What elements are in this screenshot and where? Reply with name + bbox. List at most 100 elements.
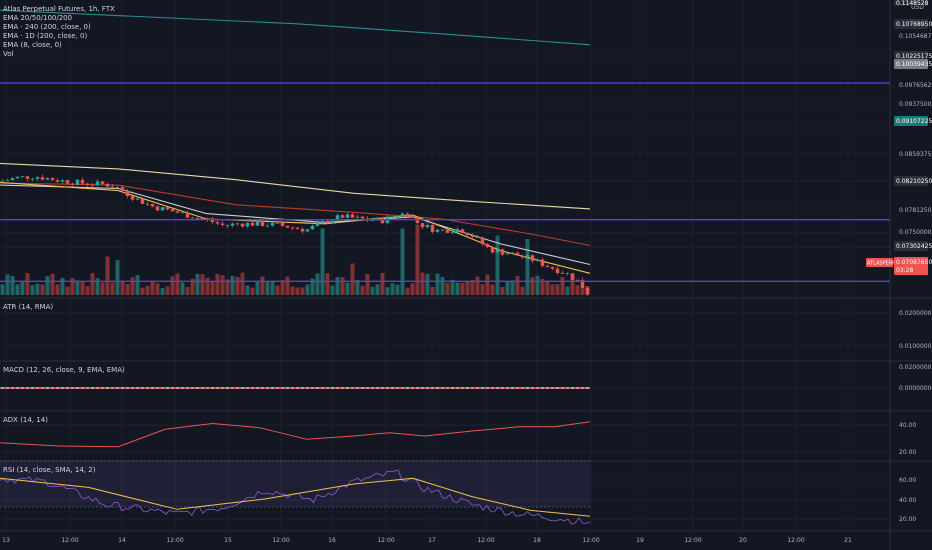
candle-body bbox=[230, 223, 235, 226]
candle-body bbox=[410, 217, 415, 218]
volume-bar bbox=[220, 275, 225, 295]
volume-bar bbox=[85, 285, 90, 295]
study-ema-8[interactable]: EMA (8, close, 0) bbox=[3, 41, 62, 49]
candle-body bbox=[345, 214, 350, 218]
volume-bar bbox=[470, 280, 475, 295]
volume-bar bbox=[345, 282, 350, 295]
candle-body bbox=[510, 252, 515, 254]
candle-body bbox=[145, 203, 150, 205]
candle-body bbox=[440, 229, 445, 231]
volume-bar bbox=[445, 282, 450, 295]
candle-body bbox=[575, 279, 580, 281]
candle-body bbox=[85, 183, 90, 185]
atr-legend[interactable]: ATR (14, RMA) bbox=[3, 303, 54, 311]
volume-bar bbox=[175, 273, 180, 295]
candle-body bbox=[490, 247, 495, 253]
study-volume[interactable]: Vol bbox=[3, 50, 14, 58]
volume-bar bbox=[235, 276, 240, 295]
candle-body bbox=[355, 216, 360, 218]
candle-body bbox=[405, 213, 410, 218]
volume-bar bbox=[250, 287, 255, 295]
candle-body bbox=[255, 220, 260, 226]
candle-body bbox=[200, 218, 205, 219]
adx-legend[interactable]: ADX (14, 14) bbox=[3, 416, 48, 424]
indicator-tick-label: 60.00 bbox=[899, 477, 916, 484]
price-tag-label: 0.10039435 bbox=[896, 61, 932, 68]
price-tag-label: 0.08210250 bbox=[896, 178, 932, 185]
volume-bar bbox=[575, 285, 580, 295]
candle-body bbox=[450, 232, 455, 234]
candle-body bbox=[90, 184, 95, 186]
volume-bar bbox=[400, 228, 405, 295]
candle-body bbox=[260, 220, 265, 226]
volume-bar bbox=[25, 273, 30, 295]
candle-body bbox=[530, 255, 535, 261]
study-ema-240[interactable]: EMA · 240 (200, close, 0) bbox=[3, 23, 91, 31]
candle-body bbox=[325, 220, 330, 224]
volume-bar bbox=[15, 284, 20, 295]
candle-body bbox=[180, 212, 185, 214]
volume-bar bbox=[230, 275, 235, 295]
time-tick-label: 20 bbox=[739, 537, 747, 544]
current-price-label: 0.07087650 bbox=[896, 259, 932, 266]
candlesticks bbox=[0, 174, 590, 296]
price-tag-label: 0.07302425 bbox=[896, 243, 932, 250]
indicator-tick-label: 20.00 bbox=[899, 516, 916, 523]
volume-bar bbox=[165, 286, 170, 295]
candle-body bbox=[430, 224, 435, 232]
candle-body bbox=[185, 212, 190, 218]
volume-bar bbox=[245, 285, 250, 295]
candle-body bbox=[570, 273, 575, 280]
rsi-band bbox=[0, 461, 590, 507]
volume-bar bbox=[290, 286, 295, 295]
volume-bar bbox=[55, 284, 60, 295]
candle-body bbox=[155, 206, 160, 211]
candle-body bbox=[295, 227, 300, 229]
symbol-tag-label: ATLASPERP bbox=[867, 261, 895, 267]
volume-bar bbox=[295, 287, 300, 295]
candle-body bbox=[290, 227, 295, 229]
volume-bar bbox=[460, 282, 465, 295]
volume-bar bbox=[260, 276, 265, 295]
rsi-legend[interactable]: RSI (14, close, SMA, 14, 2) bbox=[3, 466, 96, 474]
volume-bar bbox=[340, 277, 345, 295]
volume-bar bbox=[275, 285, 280, 295]
candle-body bbox=[520, 255, 525, 258]
candle-body bbox=[285, 225, 290, 228]
candle-body bbox=[45, 178, 50, 180]
volume-bar bbox=[325, 273, 330, 295]
candle-body bbox=[175, 211, 180, 213]
candle-body bbox=[515, 252, 520, 256]
volume-bar bbox=[35, 283, 40, 295]
candle-body bbox=[95, 181, 100, 186]
volume-bar bbox=[355, 279, 360, 295]
time-axis[interactable]: 13 12:00 14 12:00 15 12:00 16 12:00 17 12:00 18 12:… bbox=[0, 530, 932, 544]
horizontal-levels[interactable] bbox=[0, 82, 890, 283]
price-tag bbox=[894, 19, 928, 29]
volume-bar bbox=[150, 280, 155, 295]
volume-bar bbox=[490, 284, 495, 295]
volume-bar bbox=[255, 282, 260, 295]
candle-body bbox=[300, 228, 305, 232]
symbol-title[interactable]: Atlas Perpetual Futures, 1h, FTX bbox=[3, 5, 115, 13]
price-tick-label: 0.09765625 bbox=[899, 82, 932, 89]
price-tag-label: 0.09107225 bbox=[896, 118, 932, 125]
candle-body bbox=[235, 223, 240, 225]
study-ema-1d[interactable]: EMA · 1D (200, close, 0) bbox=[3, 32, 88, 40]
macd-legend[interactable]: MACD (12, 26, close, 9, EMA, EMA) bbox=[3, 366, 125, 374]
main-legend: Atlas Perpetual Futures, 1h, FTX EMA 20/… bbox=[3, 5, 115, 59]
candle-body bbox=[320, 220, 325, 223]
price-tag bbox=[894, 241, 928, 251]
time-tick-label: 18 bbox=[533, 537, 541, 544]
volume-bar bbox=[50, 273, 55, 295]
candle-body bbox=[425, 224, 430, 228]
volume-bar bbox=[70, 278, 75, 295]
study-ema-ribbon[interactable]: EMA 20/50/100/200 bbox=[3, 14, 73, 22]
volume-bar bbox=[535, 275, 540, 295]
candle-body bbox=[240, 223, 245, 227]
candle-body bbox=[315, 222, 320, 226]
volume-bar bbox=[140, 287, 145, 295]
candle-body bbox=[495, 249, 500, 253]
